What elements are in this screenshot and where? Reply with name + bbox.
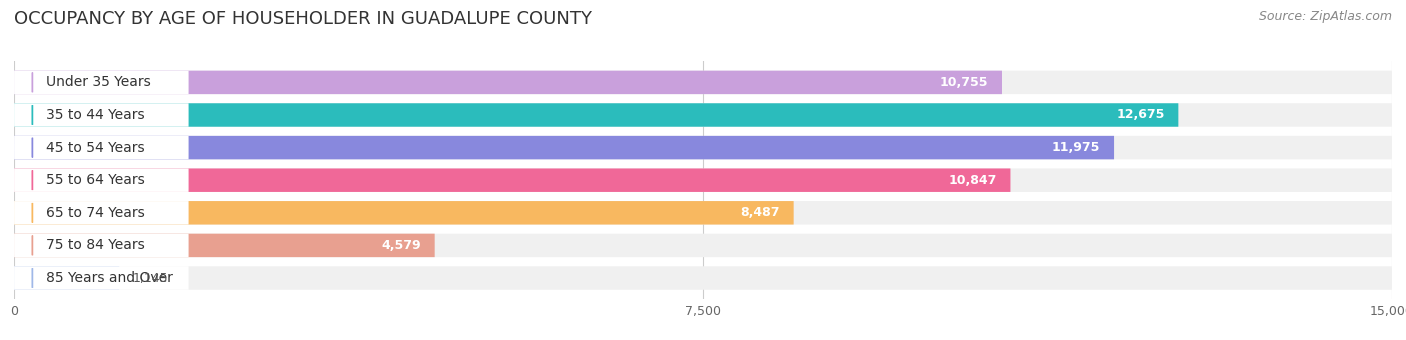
FancyBboxPatch shape bbox=[14, 266, 188, 290]
FancyBboxPatch shape bbox=[14, 201, 1392, 224]
Text: 10,847: 10,847 bbox=[948, 174, 997, 187]
Text: 65 to 74 Years: 65 to 74 Years bbox=[46, 206, 145, 220]
FancyBboxPatch shape bbox=[14, 168, 188, 192]
FancyBboxPatch shape bbox=[14, 136, 1392, 159]
FancyBboxPatch shape bbox=[14, 71, 1392, 94]
Text: 35 to 44 Years: 35 to 44 Years bbox=[46, 108, 145, 122]
Text: 1,145: 1,145 bbox=[134, 272, 169, 285]
Text: 4,579: 4,579 bbox=[381, 239, 420, 252]
FancyBboxPatch shape bbox=[14, 136, 188, 159]
FancyBboxPatch shape bbox=[14, 71, 1002, 94]
Text: 8,487: 8,487 bbox=[741, 206, 780, 219]
Text: 45 to 54 Years: 45 to 54 Years bbox=[46, 141, 145, 155]
FancyBboxPatch shape bbox=[14, 103, 1392, 127]
Text: 11,975: 11,975 bbox=[1052, 141, 1101, 154]
FancyBboxPatch shape bbox=[14, 71, 188, 94]
FancyBboxPatch shape bbox=[14, 136, 1114, 159]
FancyBboxPatch shape bbox=[14, 234, 434, 257]
Text: 10,755: 10,755 bbox=[939, 76, 988, 89]
FancyBboxPatch shape bbox=[14, 266, 120, 290]
FancyBboxPatch shape bbox=[14, 168, 1011, 192]
Text: Under 35 Years: Under 35 Years bbox=[46, 75, 150, 89]
Text: Source: ZipAtlas.com: Source: ZipAtlas.com bbox=[1258, 10, 1392, 23]
FancyBboxPatch shape bbox=[14, 201, 793, 224]
FancyBboxPatch shape bbox=[14, 234, 1392, 257]
Text: 55 to 64 Years: 55 to 64 Years bbox=[46, 173, 145, 187]
FancyBboxPatch shape bbox=[14, 103, 1178, 127]
FancyBboxPatch shape bbox=[14, 266, 1392, 290]
FancyBboxPatch shape bbox=[14, 234, 188, 257]
FancyBboxPatch shape bbox=[14, 201, 188, 224]
Text: OCCUPANCY BY AGE OF HOUSEHOLDER IN GUADALUPE COUNTY: OCCUPANCY BY AGE OF HOUSEHOLDER IN GUADA… bbox=[14, 10, 592, 28]
FancyBboxPatch shape bbox=[14, 103, 188, 127]
Text: 75 to 84 Years: 75 to 84 Years bbox=[46, 238, 145, 252]
Text: 85 Years and Over: 85 Years and Over bbox=[46, 271, 173, 285]
FancyBboxPatch shape bbox=[14, 168, 1392, 192]
Text: 12,675: 12,675 bbox=[1116, 108, 1164, 121]
